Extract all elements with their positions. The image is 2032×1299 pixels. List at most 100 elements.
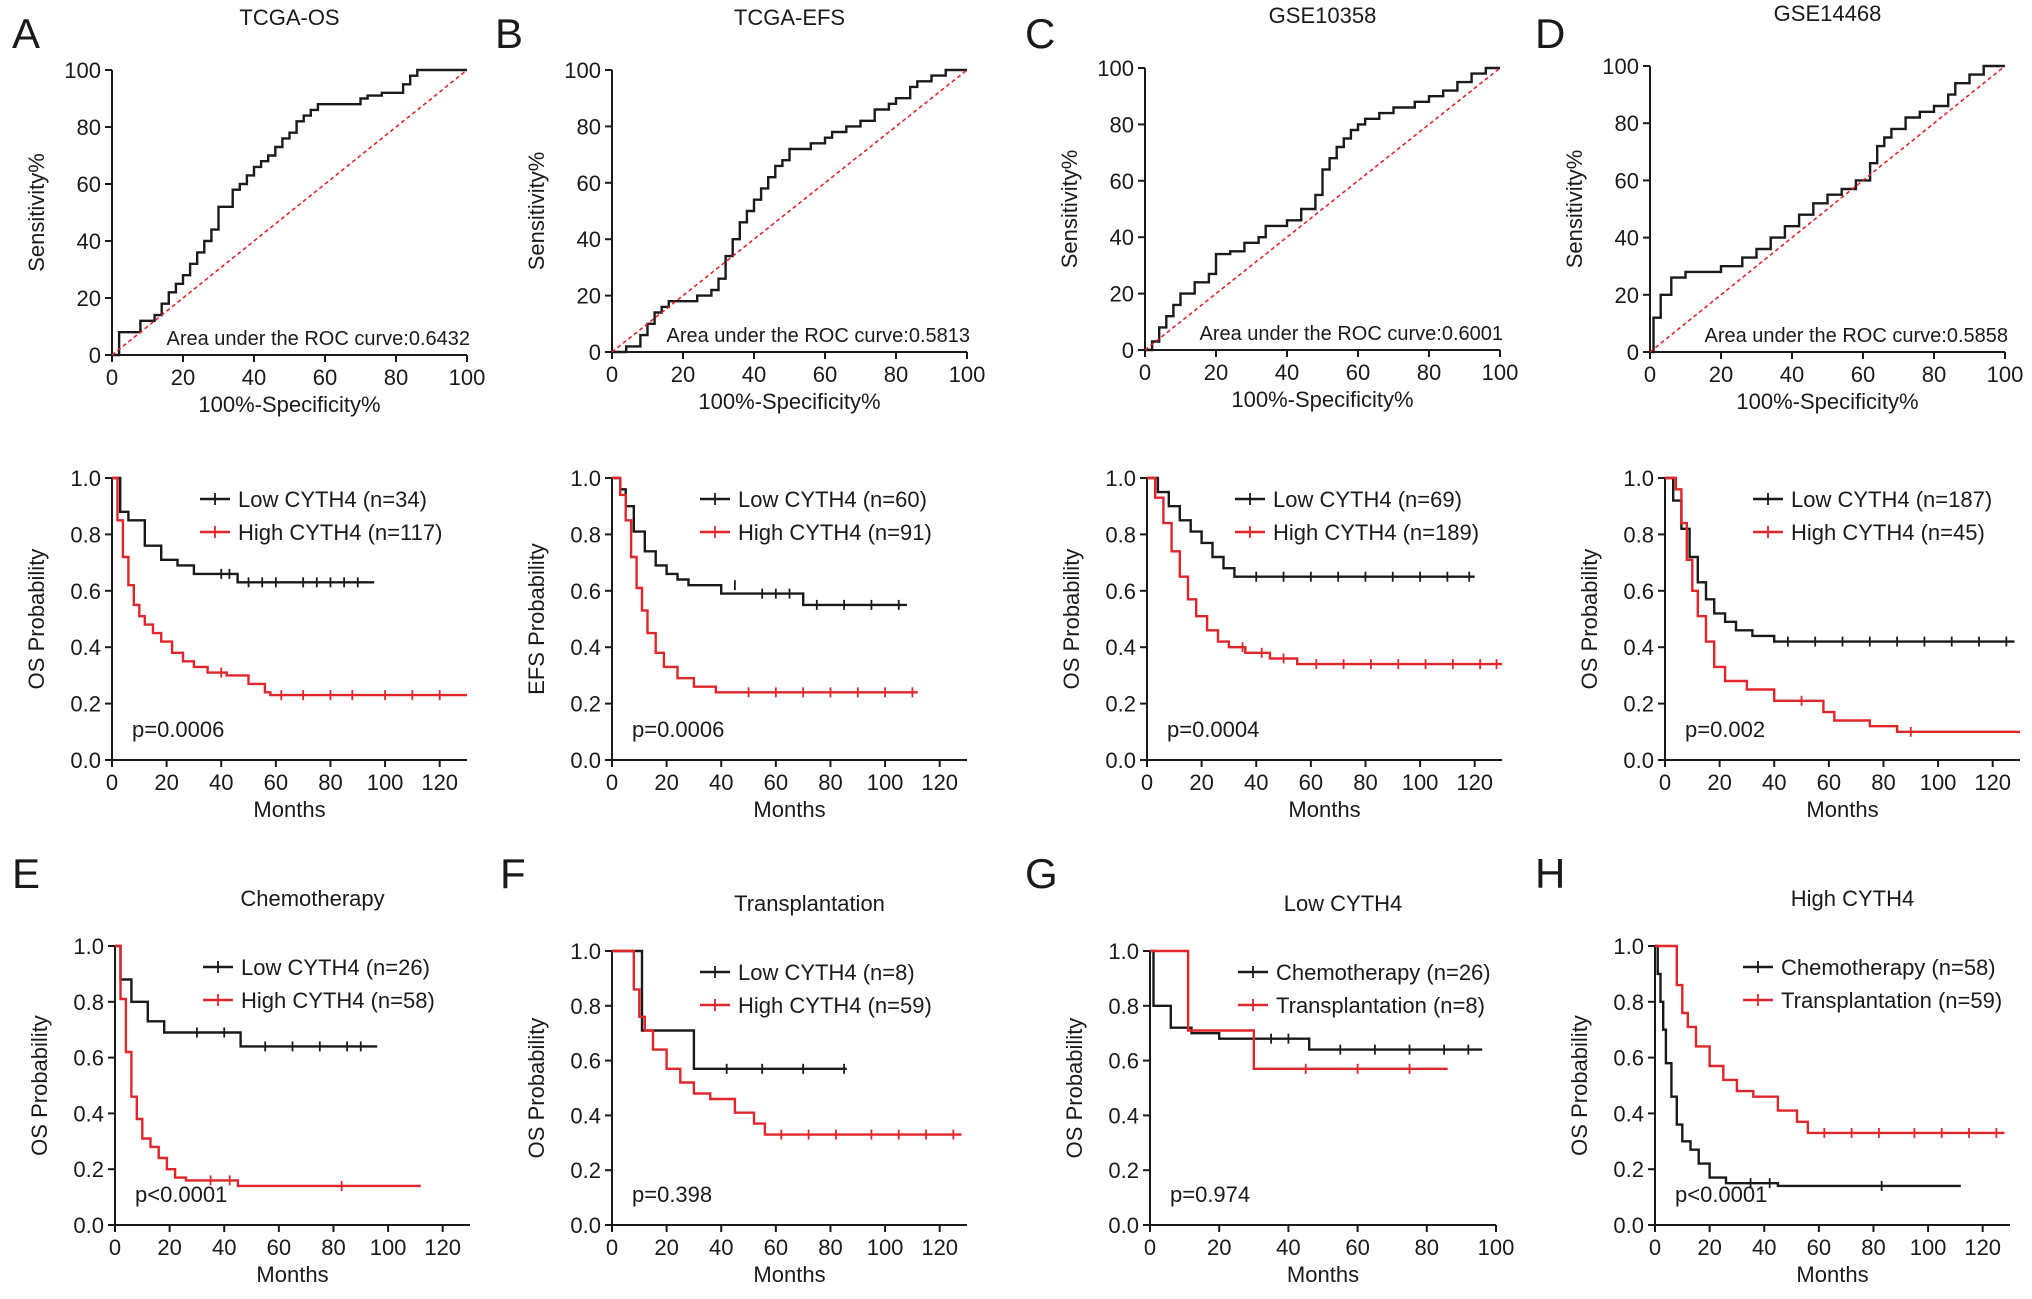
legend-label: Low CYTH4 (n=8): [738, 960, 915, 985]
x-axis-label: 100%-Specificity%: [198, 392, 380, 417]
y-tick-label: 0.8: [1623, 522, 1654, 547]
legend-label: Low CYTH4 (n=60): [738, 487, 927, 512]
p-value: p=0.0004: [1167, 717, 1259, 742]
panel-letter-a: A: [12, 10, 40, 57]
y-tick-label: 100: [64, 58, 101, 83]
x-axis-label: 100%-Specificity%: [1231, 387, 1413, 412]
y-tick-label: 0.2: [1613, 1157, 1644, 1182]
legend-item-1: Low CYTH4 (n=187): [1753, 487, 1992, 512]
y-tick-label: 0: [1627, 340, 1639, 365]
panel-letter-e: E: [12, 850, 40, 897]
y-tick-label: 0.6: [70, 579, 101, 604]
y-axis-label: OS Probability: [524, 1018, 549, 1159]
legend-label: High CYTH4 (n=45): [1791, 520, 1985, 545]
series-line-2: [112, 476, 467, 697]
x-axis-label: Months: [1806, 797, 1878, 822]
y-tick-label: 0: [589, 340, 601, 365]
chart-km-h: 0 20 40 60 80 100 120 0.0 0.2 0.4 0.6 0.8 1.0 Months O…: [1567, 886, 2010, 1287]
legend-label: High CYTH4 (n=189): [1273, 520, 1479, 545]
y-axis-label: EFS Probability: [524, 543, 549, 695]
x-tick-label: 20: [1207, 1235, 1231, 1260]
series-line-1: [112, 476, 375, 584]
y-tick-label: 0.8: [570, 994, 601, 1019]
y-tick-label: 40: [1110, 225, 1134, 250]
x-tick-label: 0: [1144, 1235, 1156, 1260]
legend-item-2: Transplantation (n=8): [1238, 993, 1485, 1018]
x-tick-label: 0: [106, 770, 118, 795]
legend-label: High CYTH4 (n=58): [241, 988, 435, 1013]
y-tick-label: 0.6: [1105, 579, 1136, 604]
series-line-1: [612, 949, 847, 1071]
y-axis-label: OS Probability: [24, 549, 49, 690]
x-tick-label: 80: [818, 1235, 842, 1260]
y-tick-label: 0.8: [1108, 994, 1139, 1019]
x-tick-label: 20: [1709, 362, 1733, 387]
chart-roc-d: 0 20 40 60 80 100 0 20 40 60 80 100 100%-Specificity…: [1562, 1, 2023, 414]
series-line-2: [115, 944, 421, 1188]
x-axis-label: 100%-Specificity%: [1736, 389, 1918, 414]
auc-annotation: Area under the ROC curve:0.6001: [1199, 323, 1503, 345]
x-tick-label: 120: [1456, 770, 1493, 795]
y-tick-label: 60: [1615, 168, 1639, 193]
x-axis-label: 100%-Specificity%: [698, 389, 880, 414]
y-tick-label: 0.0: [1108, 1213, 1139, 1238]
x-tick-label: 20: [171, 365, 195, 390]
x-tick-label: 100: [1910, 1235, 1947, 1260]
y-axis-label: OS Probability: [27, 1015, 52, 1156]
y-tick-label: 100: [1097, 56, 1134, 81]
p-value: p=0.398: [632, 1182, 712, 1207]
x-tick-label: 100: [1920, 770, 1957, 795]
chart-km-c: 0 20 40 60 80 100 120 0.0 0.2 0.4 0.6 0.8 1.0 Months O…: [1059, 466, 1502, 822]
legend-item-1: Low CYTH4 (n=8): [700, 960, 915, 985]
x-tick-label: 40: [709, 770, 733, 795]
y-tick-label: 0.4: [1105, 635, 1136, 660]
series-line-1: [612, 68, 967, 354]
reference-line: [1144, 67, 1501, 351]
x-tick-label: 60: [264, 770, 288, 795]
chart-roc-c: 0 20 40 60 80 100 0 20 40 60 80 100 100%-Specificity…: [1057, 3, 1518, 412]
y-tick-label: 0.6: [1613, 1046, 1644, 1071]
x-tick-label: 80: [1415, 1235, 1439, 1260]
x-tick-label: 120: [424, 1235, 461, 1260]
legend-label: High CYTH4 (n=91): [738, 520, 932, 545]
x-tick-label: 60: [1817, 770, 1841, 795]
x-tick-label: 20: [1707, 770, 1731, 795]
x-tick-label: 40: [1244, 770, 1268, 795]
x-tick-label: 0: [606, 770, 618, 795]
panel-letter-b: B: [495, 10, 523, 57]
y-tick-label: 0.4: [570, 1103, 601, 1128]
x-tick-label: 120: [421, 770, 458, 795]
x-tick-label: 100: [1478, 1235, 1515, 1260]
legend-label: Low CYTH4 (n=26): [241, 955, 430, 980]
x-tick-label: 40: [209, 770, 233, 795]
auc-annotation: Area under the ROC curve:0.5858: [1704, 325, 2008, 347]
chart-title: TCGA-EFS: [734, 5, 845, 30]
legend-item-2: High CYTH4 (n=58): [203, 988, 435, 1013]
x-tick-label: 40: [709, 1235, 733, 1260]
y-tick-label: 1.0: [570, 466, 601, 491]
y-tick-label: 0: [89, 343, 101, 368]
x-tick-label: 0: [606, 1235, 618, 1260]
series-line-1: [112, 68, 467, 357]
y-axis-label: OS Probability: [1567, 1015, 1592, 1156]
x-axis-label: Months: [753, 1262, 825, 1287]
reference-line: [111, 69, 468, 356]
y-tick-label: 0.2: [70, 692, 101, 717]
legend-item-1: Chemotherapy (n=58): [1743, 955, 1996, 980]
p-value: p=0.0006: [632, 717, 724, 742]
y-tick-label: 0.0: [70, 748, 101, 773]
y-tick-label: 0.6: [570, 1049, 601, 1074]
x-tick-label: 100: [1402, 770, 1439, 795]
y-tick-label: 60: [1110, 169, 1134, 194]
x-tick-label: 20: [1189, 770, 1213, 795]
panel-letter-h: H: [1535, 850, 1565, 897]
chart-km-a: 0 20 40 60 80 100 120 0.0 0.2 0.4 0.6 0.8 1.0 Months O…: [24, 466, 467, 822]
y-tick-label: 0.2: [570, 692, 601, 717]
auc-annotation: Area under the ROC curve:0.5813: [666, 325, 970, 347]
y-tick-label: 0.0: [73, 1213, 104, 1238]
y-tick-label: 1.0: [1623, 466, 1654, 491]
x-tick-label: 20: [654, 770, 678, 795]
x-tick-label: 100: [1482, 360, 1519, 385]
legend-label: Transplantation (n=59): [1781, 988, 2002, 1013]
